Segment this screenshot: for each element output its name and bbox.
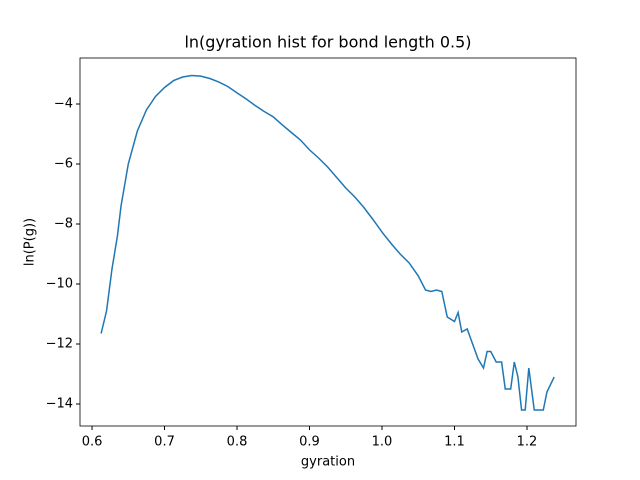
y-tick-label: −10 [46,277,73,292]
y-tick-label: −4 [54,96,73,111]
y-tick-label: −14 [46,397,73,412]
x-tick-label: 1.0 [372,435,393,450]
plot-frame [79,57,577,427]
chart-title: ln(gyration hist for bond length 0.5) [184,33,471,52]
x-axis-label: gyration [301,455,355,470]
data-line [100,74,555,411]
x-tick-label: 0.6 [82,435,103,450]
y-tick-label: −6 [54,156,73,171]
y-tick-label: −12 [46,337,73,352]
y-axis-label: ln(P(g)) [23,218,38,266]
y-tick-label: −8 [54,216,73,231]
x-tick-label: 0.7 [154,435,175,450]
x-tick-label: 1.2 [517,435,538,450]
x-tick-label: 0.9 [299,435,320,450]
x-tick-label: 1.1 [444,435,465,450]
x-tick-label: 0.8 [227,435,248,450]
